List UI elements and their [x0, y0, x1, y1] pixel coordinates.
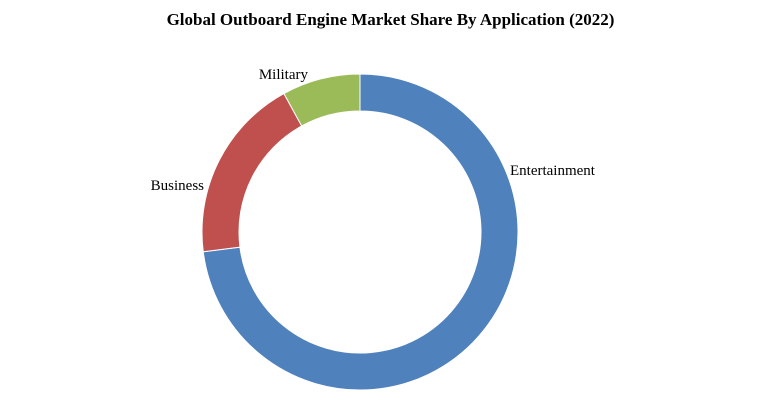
- slice-label-entertainment: Entertainment: [510, 163, 596, 179]
- slice-business: [201, 92, 303, 253]
- slice-military: [283, 73, 361, 127]
- slice-label-business: Business: [151, 178, 205, 194]
- slice-entertainment: [202, 73, 519, 391]
- slice-label-military: Military: [259, 67, 309, 83]
- chart-title: Global Outboard Engine Market Share By A…: [166, 10, 615, 29]
